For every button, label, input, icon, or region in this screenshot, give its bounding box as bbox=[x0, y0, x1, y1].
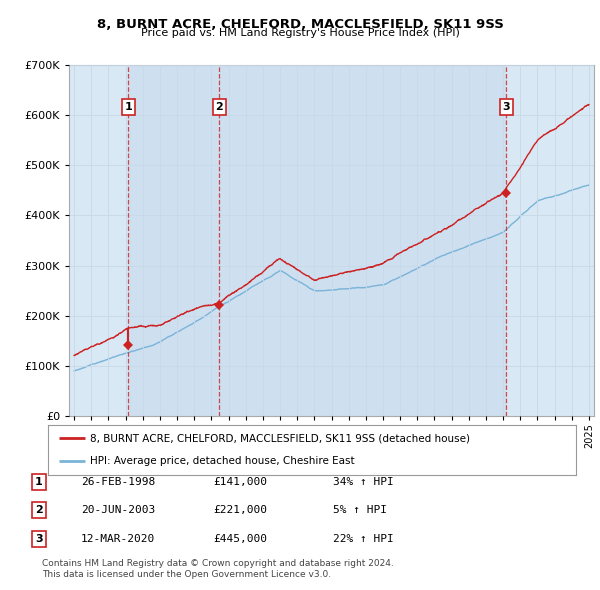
Text: 8, BURNT ACRE, CHELFORD, MACCLESFIELD, SK11 9SS: 8, BURNT ACRE, CHELFORD, MACCLESFIELD, S… bbox=[97, 18, 503, 31]
Text: 3: 3 bbox=[35, 534, 43, 543]
Bar bbox=[128, 65, 220, 416]
Text: £221,000: £221,000 bbox=[213, 506, 267, 515]
Text: HPI: Average price, detached house, Cheshire East: HPI: Average price, detached house, Ches… bbox=[90, 457, 355, 467]
Text: £445,000: £445,000 bbox=[213, 534, 267, 543]
Text: 5% ↑ HPI: 5% ↑ HPI bbox=[333, 506, 387, 515]
Text: 34% ↑ HPI: 34% ↑ HPI bbox=[333, 477, 394, 487]
Text: 20-JUN-2003: 20-JUN-2003 bbox=[81, 506, 155, 515]
Text: £141,000: £141,000 bbox=[213, 477, 267, 487]
Text: 2: 2 bbox=[215, 102, 223, 112]
Bar bbox=[220, 65, 506, 416]
Text: Price paid vs. HM Land Registry's House Price Index (HPI): Price paid vs. HM Land Registry's House … bbox=[140, 28, 460, 38]
Text: 22% ↑ HPI: 22% ↑ HPI bbox=[333, 534, 394, 543]
Text: 8, BURNT ACRE, CHELFORD, MACCLESFIELD, SK11 9SS (detached house): 8, BURNT ACRE, CHELFORD, MACCLESFIELD, S… bbox=[90, 433, 470, 443]
Text: 12-MAR-2020: 12-MAR-2020 bbox=[81, 534, 155, 543]
Text: 3: 3 bbox=[503, 102, 510, 112]
Text: 26-FEB-1998: 26-FEB-1998 bbox=[81, 477, 155, 487]
Text: 1: 1 bbox=[35, 477, 43, 487]
Text: 2: 2 bbox=[35, 506, 43, 515]
Text: This data is licensed under the Open Government Licence v3.0.: This data is licensed under the Open Gov… bbox=[42, 571, 331, 579]
Text: Contains HM Land Registry data © Crown copyright and database right 2024.: Contains HM Land Registry data © Crown c… bbox=[42, 559, 394, 568]
Text: 1: 1 bbox=[124, 102, 132, 112]
